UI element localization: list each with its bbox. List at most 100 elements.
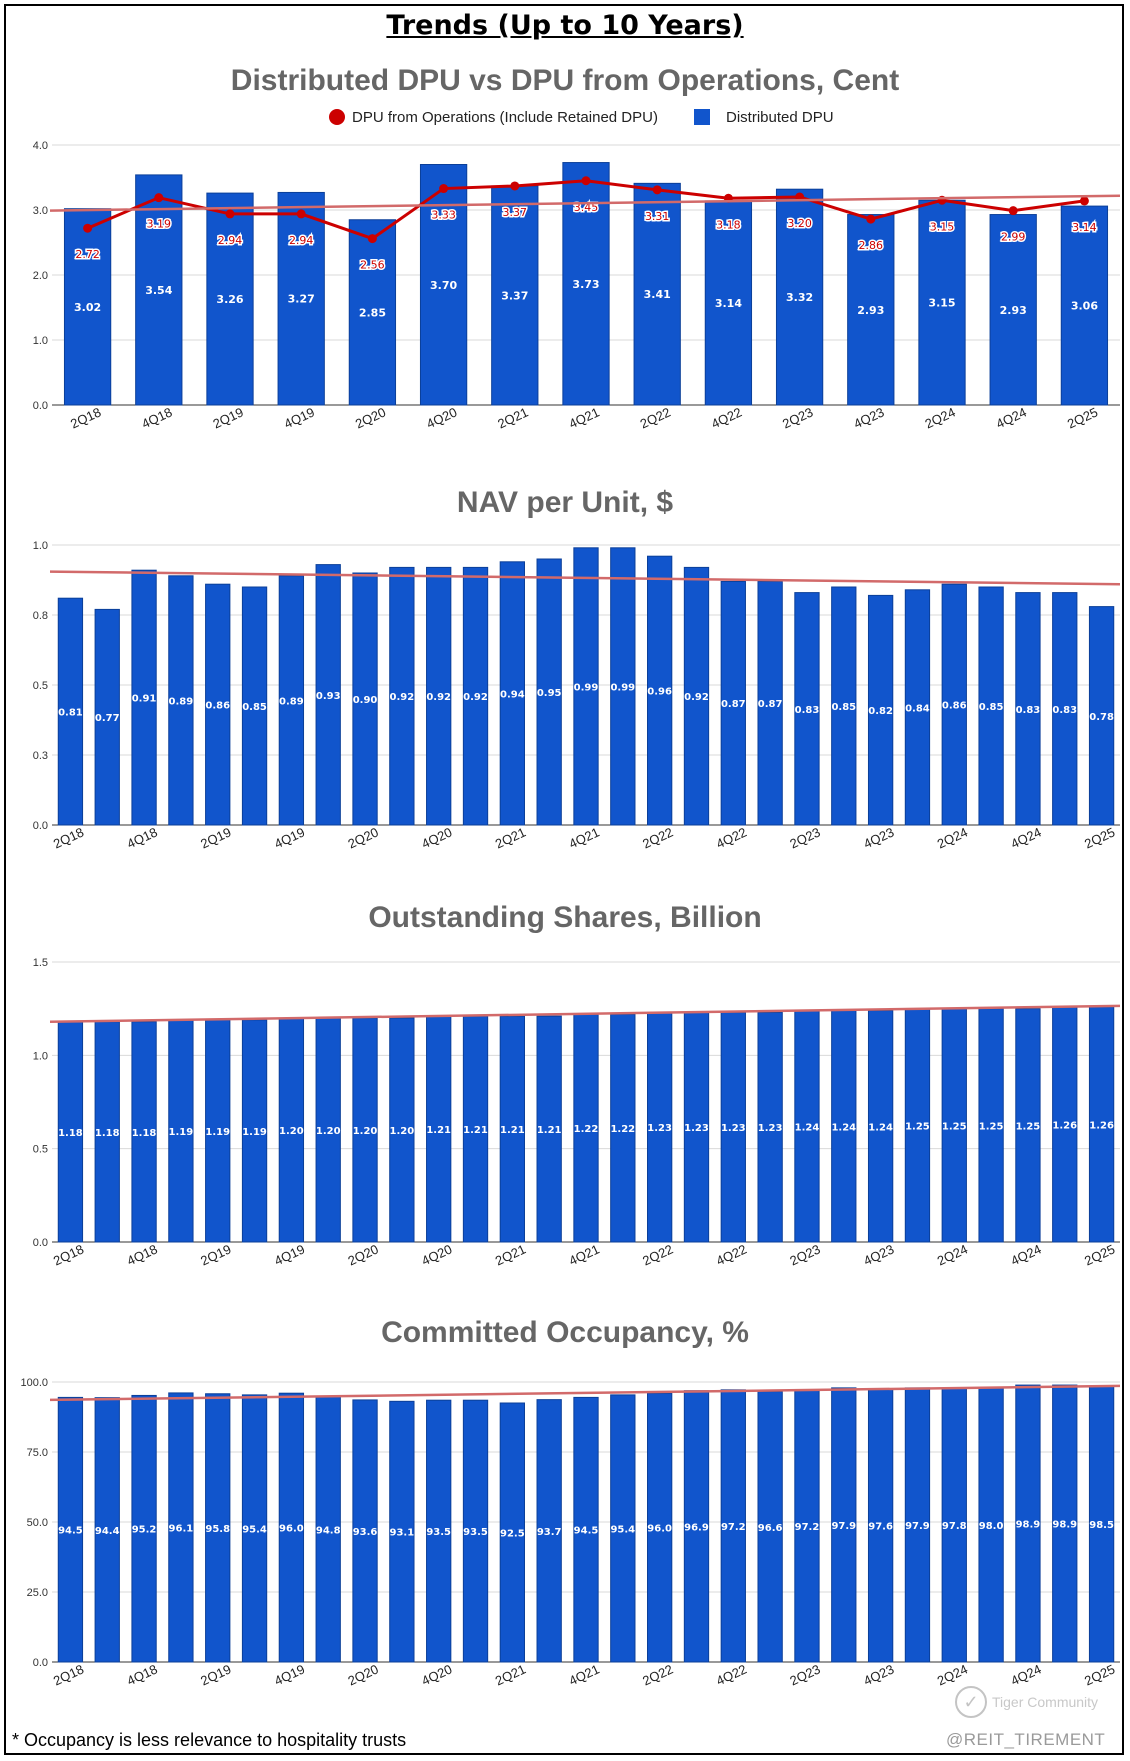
nav-chart: NAV per Unit, $ 0.0 0.3 0.5 0.8 1.0 0.81 0.77 0.… — [33, 486, 1121, 851]
bar-value-label: 1.22 — [574, 1124, 599, 1135]
bar — [633, 182, 681, 406]
bar-value-label: 2.85 — [359, 306, 386, 319]
bar-value-label: 95.4 — [242, 1524, 267, 1535]
x-tick-label: 4Q18 — [125, 1661, 160, 1688]
bar — [352, 1017, 378, 1243]
x-tick-label: 2Q22 — [638, 404, 673, 431]
x-tick-label: 2Q18 — [51, 1661, 86, 1688]
bar-value-label: 0.99 — [610, 682, 635, 693]
legend-bar-label: Distributed DPU — [726, 109, 834, 126]
bar-value-label: 94.5 — [574, 1526, 599, 1537]
line-value-label: 2.56 — [360, 259, 385, 272]
x-tick-label: 2Q24 — [935, 1661, 970, 1688]
chart-title: Distributed DPU vs DPU from Operations, … — [231, 64, 899, 97]
bar-value-label: 93.1 — [390, 1528, 415, 1539]
bar-value-label: 97.9 — [831, 1521, 856, 1532]
bar-value-label: 1.20 — [316, 1126, 341, 1137]
x-tick-label: 4Q19 — [272, 1241, 307, 1268]
x-tick-label: 2Q25 — [1082, 1661, 1117, 1688]
y-tick-label: 0.0 — [33, 400, 48, 412]
line-point — [1079, 196, 1089, 206]
bar — [573, 1396, 599, 1663]
bar-value-label: 96.1 — [169, 1523, 194, 1534]
line-value-label: 3.15 — [930, 220, 955, 233]
bar — [683, 566, 710, 826]
bar-value-label: 3.02 — [74, 301, 101, 314]
x-tick-label: 2Q18 — [68, 404, 103, 431]
bar — [57, 1396, 84, 1663]
line-value-label: 3.33 — [431, 209, 456, 222]
bar — [978, 586, 1004, 826]
bar-value-label: 1.18 — [132, 1128, 157, 1139]
legend-line-label: DPU from Operations (Include Retained DP… — [352, 109, 658, 126]
x-tick-label: 2Q24 — [935, 1241, 970, 1268]
bar-value-label: 1.26 — [1089, 1120, 1114, 1131]
x-tick-label: 2Q21 — [493, 824, 528, 851]
y-tick-label: 1.0 — [33, 1050, 48, 1062]
bar — [610, 1394, 636, 1663]
bar — [1088, 1385, 1115, 1663]
bar — [1088, 1006, 1115, 1243]
bar-value-label: 93.6 — [353, 1527, 378, 1538]
bar-value-label: 3.73 — [572, 278, 599, 291]
bar — [1052, 1384, 1078, 1663]
bar — [168, 575, 194, 826]
bar — [499, 1015, 525, 1243]
bar — [205, 583, 231, 826]
bar-value-label: 98.0 — [979, 1521, 1004, 1532]
bar-value-label: 0.85 — [979, 702, 1004, 713]
x-tick-label: 2Q23 — [787, 824, 822, 851]
bar-value-label: 1.23 — [758, 1123, 783, 1134]
y-tick-label: 3.0 — [33, 205, 48, 217]
bar-value-label: 3.41 — [644, 288, 671, 301]
bar — [536, 1399, 562, 1663]
x-tick-label: 2Q19 — [198, 824, 233, 851]
line-point — [83, 223, 93, 233]
bar — [348, 219, 397, 406]
x-tick-label: 2Q22 — [640, 1241, 675, 1268]
x-tick-label: 4Q20 — [419, 1241, 454, 1268]
bar — [499, 1402, 525, 1663]
x-tick-label: 4Q22 — [709, 404, 744, 431]
x-tick-label: 4Q18 — [125, 824, 160, 851]
bar-value-label: 1.25 — [1016, 1121, 1041, 1132]
border-frame — [4, 4, 1124, 1755]
bar-value-label: 0.93 — [316, 691, 341, 702]
bar — [1052, 592, 1078, 826]
x-tick-label: 4Q22 — [714, 824, 749, 851]
bar — [704, 200, 753, 406]
x-tick-label: 4Q20 — [424, 404, 459, 431]
bar — [499, 561, 525, 826]
x-tick-label: 2Q25 — [1082, 1241, 1117, 1268]
x-tick-label: 4Q23 — [851, 404, 886, 431]
bar-value-label: 1.18 — [95, 1128, 120, 1139]
bar — [57, 1021, 84, 1243]
bar-value-label: 3.14 — [715, 297, 742, 310]
x-tick-label: 2Q25 — [1065, 404, 1100, 431]
bar — [831, 586, 857, 826]
y-tick-label: 1.0 — [33, 335, 48, 347]
line-point — [581, 176, 591, 186]
bar — [205, 1393, 231, 1663]
bar-value-label: 0.94 — [500, 689, 525, 700]
bar — [241, 586, 268, 826]
line-value-label: 2.94 — [218, 234, 243, 247]
bar — [278, 1392, 305, 1663]
bar — [241, 1394, 268, 1663]
bar — [794, 1010, 820, 1243]
y-tick-label: 0.5 — [33, 1144, 48, 1156]
bar-value-label: 95.2 — [132, 1525, 157, 1536]
bar — [941, 583, 967, 826]
x-tick-label: 4Q24 — [994, 404, 1029, 431]
bar-value-label: 1.24 — [795, 1122, 820, 1133]
line-value-label: 3.14 — [1072, 221, 1097, 234]
x-tick-label: 2Q24 — [923, 404, 958, 431]
x-tick-label: 4Q23 — [861, 1661, 896, 1688]
bar — [610, 547, 636, 826]
line-point — [1008, 206, 1018, 216]
chart-title: NAV per Unit, $ — [457, 486, 673, 519]
bar-value-label: 96.6 — [758, 1523, 783, 1534]
bar — [278, 575, 305, 826]
x-tick-label: 4Q24 — [1008, 1661, 1043, 1688]
